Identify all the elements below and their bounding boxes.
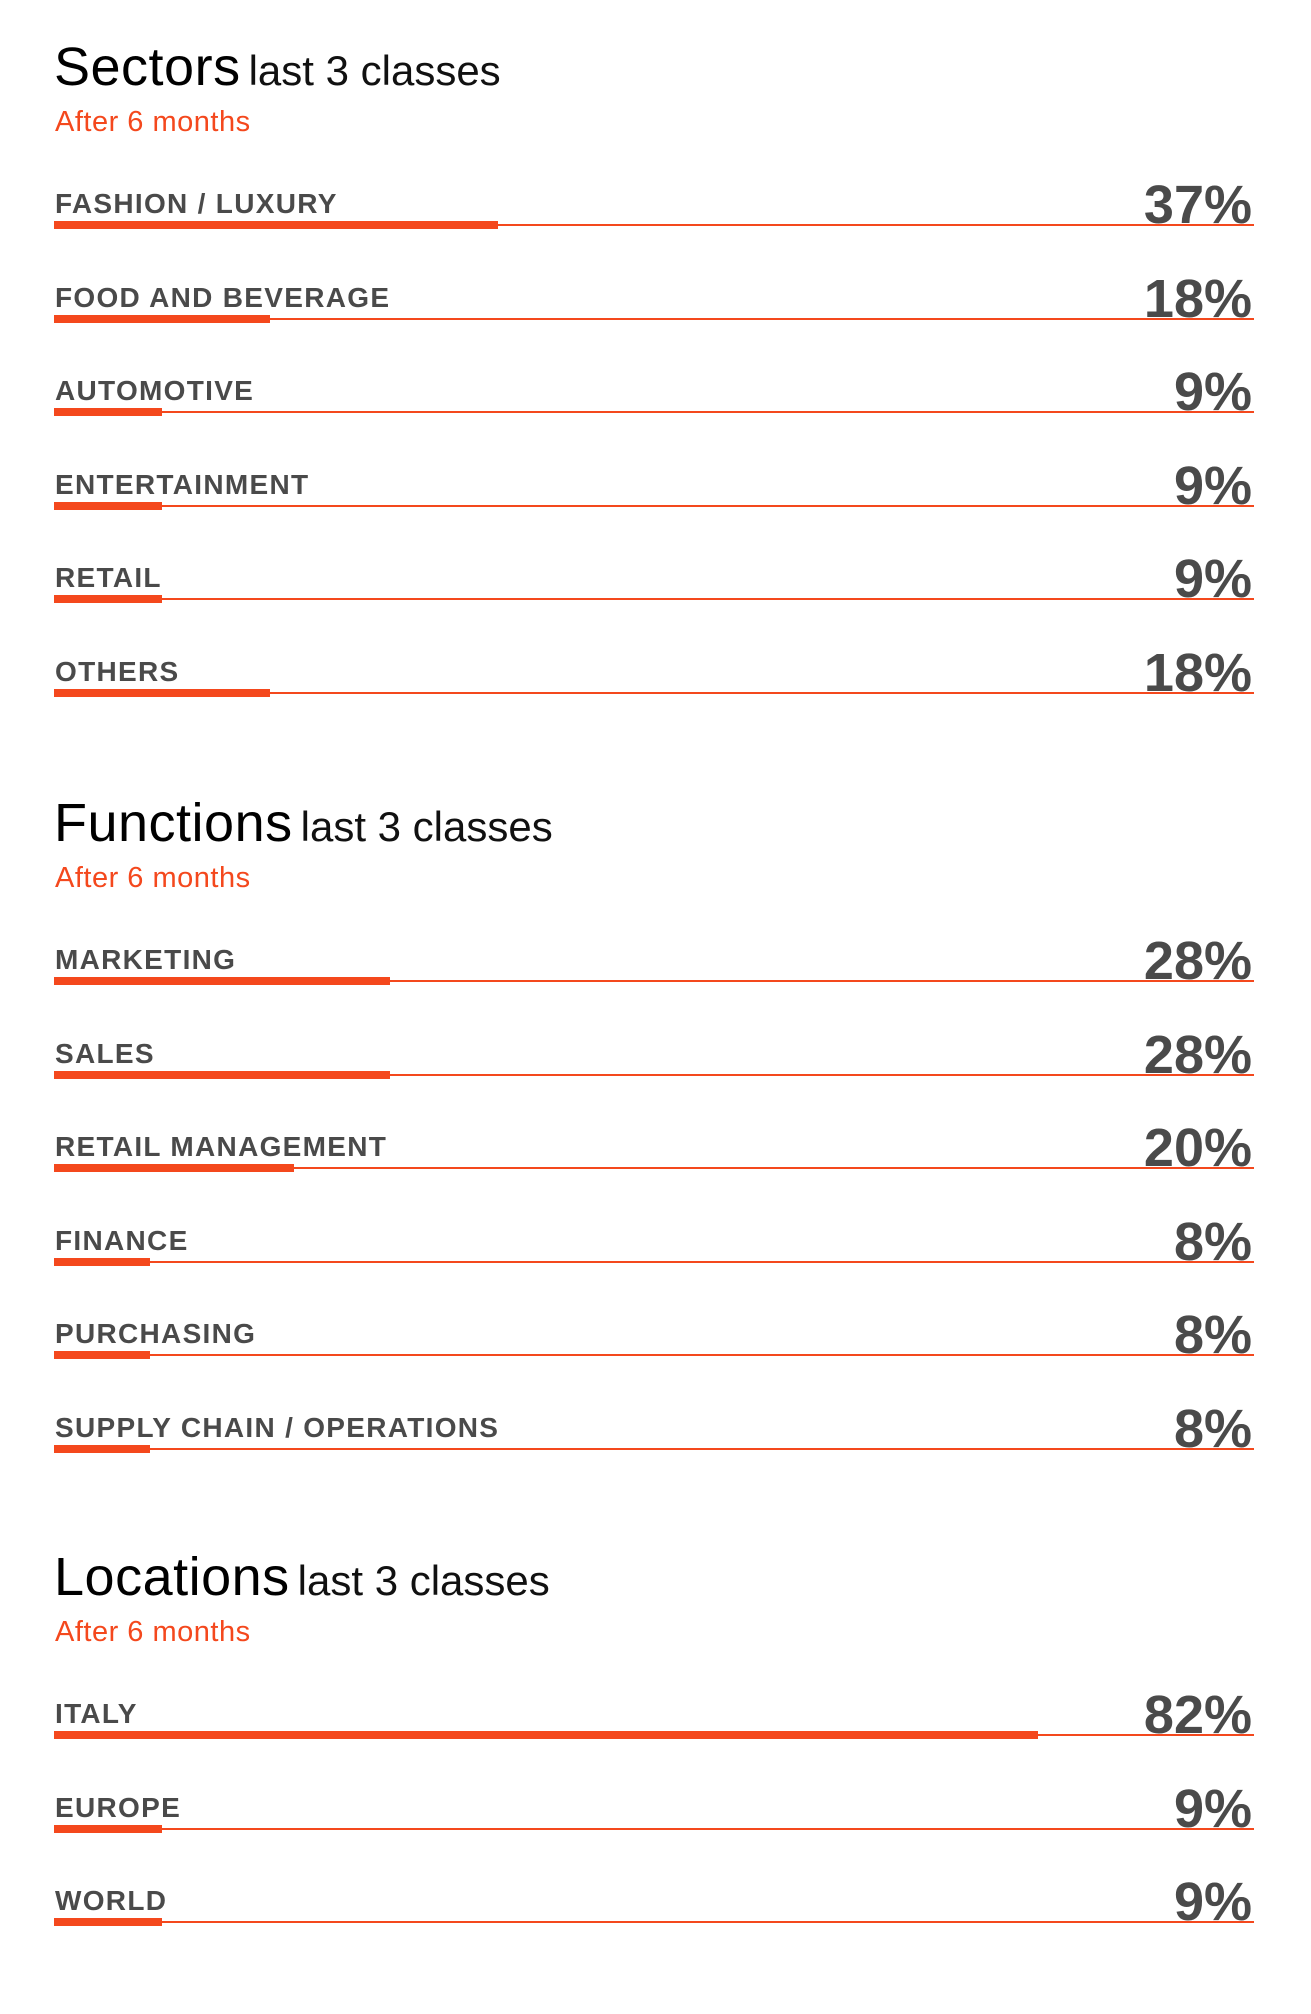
bar-row: OTHERS 18% (54, 643, 1254, 718)
value-label: 28% (1143, 1024, 1252, 1085)
value-label: 8% (1173, 1305, 1252, 1365)
section-header: Sectors last 3 classes (54, 40, 501, 94)
section-qualifier: last 3 classes (297, 1557, 550, 1604)
category-label: ENTERTAINMENT (55, 468, 310, 500)
value-label: 20% (1143, 1118, 1252, 1178)
bar-track (54, 598, 1254, 600)
section-qualifier: last 3 classes (248, 47, 501, 94)
bar-row: WORLD 9% (54, 1872, 1254, 1947)
category-label: RETAIL MANAGEMENT (55, 1131, 388, 1162)
bar (54, 1070, 390, 1079)
section-title: Sectors (54, 37, 241, 97)
bar (54, 501, 162, 510)
bar-row: FASHION / LUXURY 37% (54, 175, 1254, 250)
bar (54, 221, 498, 229)
category-label: MARKETING (55, 944, 237, 975)
section-header: Locations last 3 classes (54, 1550, 550, 1604)
bar-track (54, 1827, 1254, 1830)
category-label: SALES (55, 1037, 155, 1069)
category-label: FOOD AND BEVERAGE (55, 281, 391, 313)
value-label: 9% (1173, 455, 1252, 516)
category-label: ITALY (55, 1698, 138, 1729)
bar-row: RETAIL MANAGEMENT 20% (54, 1118, 1254, 1193)
section-title: Functions (54, 793, 293, 853)
bar (54, 1164, 294, 1172)
value-label: 9% (1173, 1778, 1252, 1839)
section-subtitle: After 6 months (55, 106, 251, 138)
bar-track (54, 1354, 1254, 1356)
category-label: RETAIL (55, 562, 162, 593)
bar (54, 1918, 162, 1926)
bar (54, 1444, 150, 1453)
section-qualifier: last 3 classes (300, 803, 553, 850)
category-label: SUPPLY CHAIN / OPERATIONS (55, 1411, 500, 1443)
bar (54, 1351, 150, 1359)
bar-row: RETAIL 9% (54, 549, 1254, 624)
bar-track (54, 1167, 1254, 1169)
category-label: EUROPE (55, 1791, 182, 1823)
bar (54, 314, 270, 323)
bar (54, 1731, 1038, 1739)
value-label: 9% (1173, 549, 1252, 609)
bar (54, 595, 162, 603)
bar-track (54, 1447, 1254, 1450)
bar-track (54, 1260, 1254, 1263)
bar-row: PURCHASING 8% (54, 1305, 1254, 1380)
bar-row: FINANCE 8% (54, 1212, 1254, 1287)
bar-row: FOOD AND BEVERAGE 18% (54, 269, 1254, 344)
bar (54, 688, 270, 697)
bar (54, 1824, 162, 1833)
value-label: 28% (1143, 931, 1252, 991)
bar-track (54, 224, 1254, 226)
bar (54, 1257, 150, 1266)
value-label: 8% (1173, 1211, 1252, 1272)
category-label: WORLD (55, 1885, 168, 1916)
category-label: FINANCE (55, 1224, 189, 1256)
bar-row: ENTERTAINMENT 9% (54, 456, 1254, 531)
category-label: PURCHASING (55, 1318, 257, 1349)
bar-row: ITALY 82% (54, 1685, 1254, 1760)
bar-row: MARKETING 28% (54, 931, 1254, 1006)
bar-row: SALES 28% (54, 1025, 1254, 1100)
value-label: 18% (1143, 642, 1252, 703)
value-label: 8% (1173, 1398, 1252, 1459)
category-label: OTHERS (55, 655, 180, 687)
section-subtitle: After 6 months (55, 862, 251, 894)
bar-row: EUROPE 9% (54, 1779, 1254, 1854)
section-title: Locations (54, 1547, 290, 1607)
bar (54, 977, 390, 985)
bar-track (54, 980, 1254, 982)
bar-row: AUTOMOTIVE 9% (54, 362, 1254, 437)
bar-track (54, 317, 1254, 320)
value-label: 37% (1143, 175, 1252, 235)
bar-track (54, 504, 1254, 507)
bar-track (54, 1921, 1254, 1923)
category-label: FASHION / LUXURY (55, 188, 338, 219)
bar-track (54, 691, 1254, 694)
value-label: 9% (1173, 362, 1252, 422)
bar-track (54, 411, 1254, 413)
section-header: Functions last 3 classes (54, 796, 553, 850)
value-label: 82% (1143, 1685, 1252, 1745)
bar (54, 408, 162, 416)
section-subtitle: After 6 months (55, 1616, 251, 1648)
bar-track (54, 1073, 1254, 1076)
category-label: AUTOMOTIVE (55, 375, 255, 406)
value-label: 9% (1173, 1872, 1252, 1932)
bar-row: SUPPLY CHAIN / OPERATIONS 8% (54, 1399, 1254, 1474)
value-label: 18% (1143, 268, 1252, 329)
